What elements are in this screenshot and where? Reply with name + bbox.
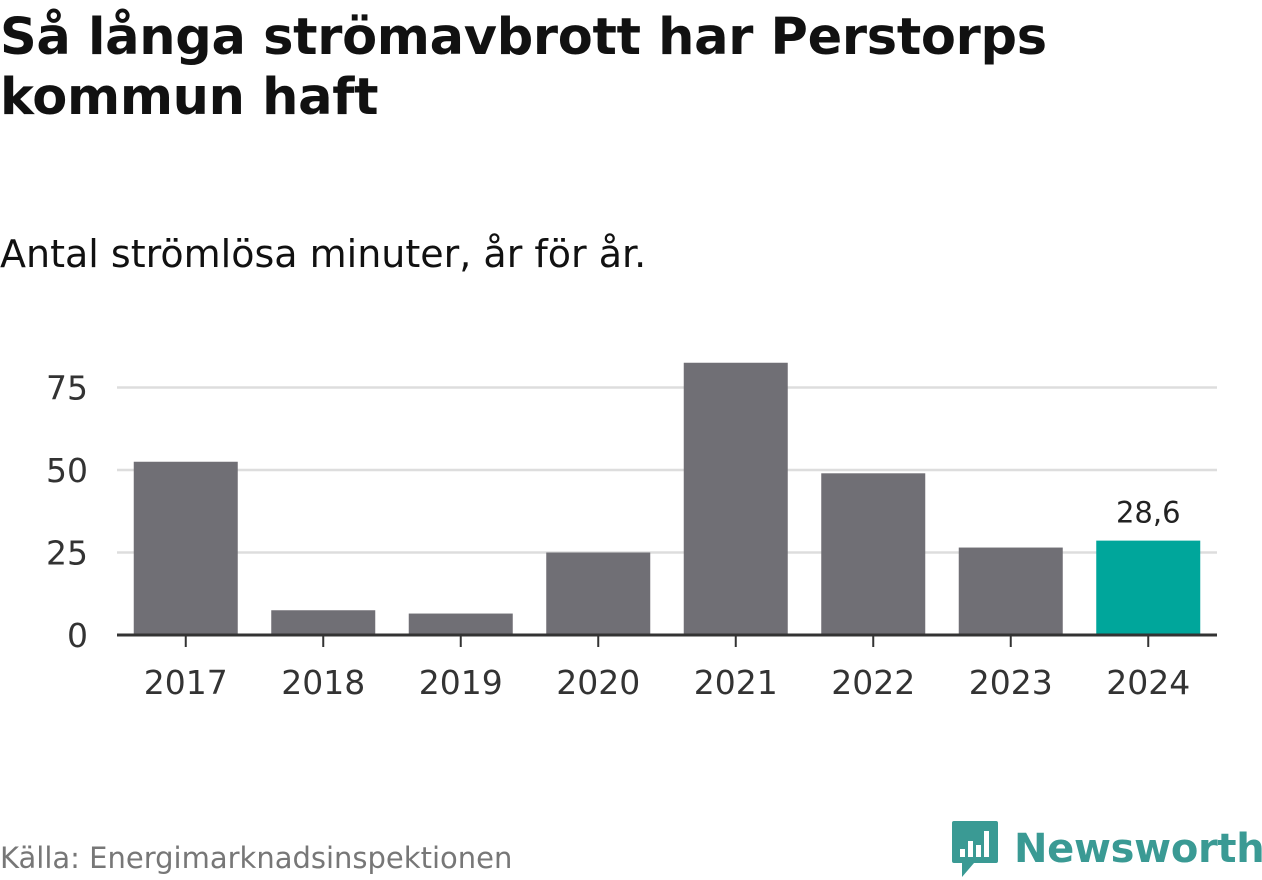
x-tick-label: 2020 [556, 663, 640, 702]
bar-2023 [958, 547, 1063, 635]
x-tick-label: 2024 [1106, 663, 1190, 702]
y-tick-label: 75 [46, 369, 88, 408]
logo-bar-3 [976, 845, 981, 857]
bar-2021 [683, 362, 788, 635]
brand-name: Newsworthy [1014, 826, 1262, 872]
bar-2017 [133, 461, 238, 635]
bar-2024 [1096, 540, 1201, 635]
data-label-2024: 28,6 [1116, 496, 1181, 530]
x-tick-label: 2019 [419, 663, 503, 702]
y-tick-label: 50 [46, 451, 88, 490]
x-tick-label: 2022 [831, 663, 915, 702]
chart-subtitle: Antal strömlösa minuter, år för år. [0, 232, 647, 276]
chart-title: Så långa strömavbrott har Perstorps komm… [0, 8, 1047, 127]
bar-2022 [821, 473, 926, 635]
gridlines [117, 386, 1217, 554]
y-tick-label: 25 [46, 534, 88, 573]
bar-2020 [546, 552, 651, 635]
x-tick-label: 2018 [281, 663, 365, 702]
y-tick-label: 0 [67, 616, 88, 655]
bars [133, 362, 1201, 635]
newsworthy-logo: Newsworthy [950, 818, 1262, 880]
logo-bar-1 [960, 849, 965, 857]
x-tick-label: 2023 [969, 663, 1053, 702]
bar-chart: 0 25 50 75 2017 2018 2019 2020 2021 2022 2023 2024 2… [46, 362, 1217, 702]
logo-badge-shape [952, 821, 998, 877]
labels: 0 25 50 75 2017 2018 2019 2020 2021 2022 2023 2024 2… [46, 369, 1217, 702]
bar-2019 [408, 613, 513, 635]
bar-2018 [271, 610, 376, 635]
source-note: Källa: Energimarknadsinspektionen [0, 841, 513, 875]
x-tick-label: 2017 [144, 663, 228, 702]
logo-bar-4 [984, 831, 989, 857]
x-tick-label: 2021 [694, 663, 778, 702]
newsworthy-logo-icon [952, 821, 998, 877]
logo-bar-2 [968, 841, 973, 857]
